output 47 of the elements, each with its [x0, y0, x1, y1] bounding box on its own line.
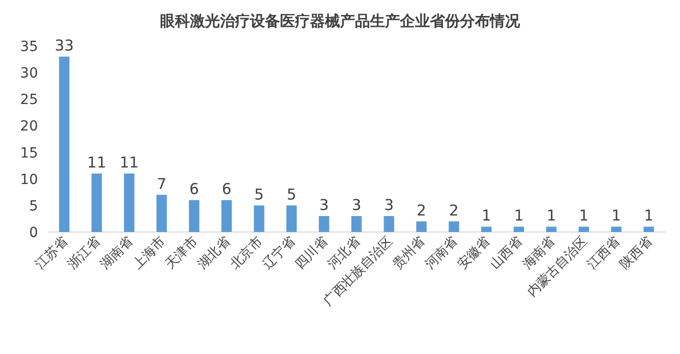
data-label: 11 [87, 154, 106, 172]
bar [514, 226, 524, 232]
bar [156, 194, 167, 232]
bar [416, 221, 427, 232]
chart-title: 眼科激光治疗设备医疗器械产品生产企业省份分布情况 [160, 12, 521, 30]
bar [92, 174, 102, 232]
bar [318, 216, 330, 232]
bar [188, 200, 200, 232]
bar [611, 226, 622, 232]
bar [254, 205, 264, 232]
data-label: 6 [189, 180, 199, 198]
y-tick-label: 15 [20, 145, 38, 162]
bar [384, 216, 394, 232]
bar [481, 226, 492, 232]
data-label: 7 [156, 174, 166, 193]
data-label: 1 [644, 206, 654, 225]
data-label: 1 [612, 206, 622, 225]
bar [286, 205, 297, 232]
y-tick-label: 35 [20, 39, 38, 55]
data-label: 2 [449, 201, 459, 220]
data-label: 1 [482, 206, 492, 225]
y-tick-label: 0 [29, 225, 38, 241]
bar [644, 226, 654, 232]
data-label: 2 [416, 201, 426, 220]
y-tick-label: 5 [29, 198, 38, 214]
y-tick-label: 25 [20, 92, 38, 108]
data-label: 1 [579, 206, 589, 225]
bar [351, 216, 362, 232]
y-tick-label: 20 [20, 118, 38, 135]
data-label: 33 [54, 36, 74, 55]
y-tick-label: 30 [20, 66, 38, 82]
data-label: 1 [514, 206, 524, 225]
data-label: 6 [222, 180, 232, 198]
data-label: 3 [352, 196, 362, 214]
bar [578, 226, 590, 232]
bar [448, 221, 460, 232]
data-label: 11 [120, 154, 139, 172]
bar [221, 200, 232, 232]
bar [124, 174, 134, 232]
bar [59, 56, 70, 232]
data-label: 3 [319, 196, 329, 214]
data-label: 1 [546, 206, 556, 225]
y-tick-label: 10 [20, 172, 38, 188]
data-label: 3 [384, 196, 394, 214]
bar [546, 226, 557, 232]
data-label: 5 [286, 185, 296, 204]
data-label: 5 [254, 185, 264, 204]
